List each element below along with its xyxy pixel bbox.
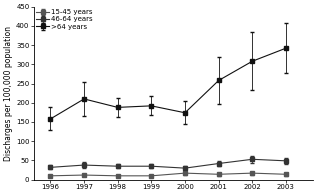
Legend: 15-45 years, 46-64 years, >64 years: 15-45 years, 46-64 years, >64 years [36,9,93,30]
Y-axis label: Discharges per 100,000 population: Discharges per 100,000 population [4,26,13,161]
